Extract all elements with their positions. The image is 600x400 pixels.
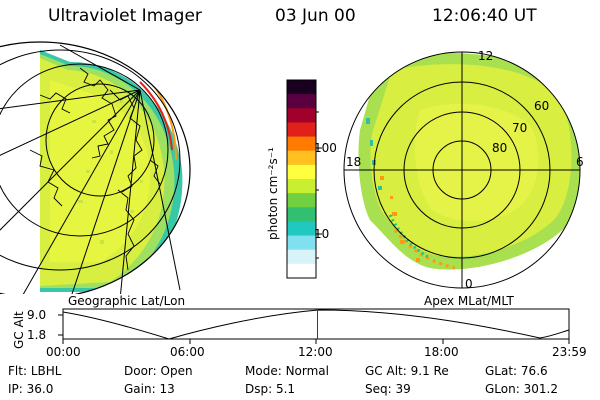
time-label: 12:06:40 UT <box>432 6 537 26</box>
colorbar-segment <box>287 207 316 222</box>
colorbar-unit-label: photon cm⁻²s⁻¹ <box>266 147 280 240</box>
colorbar-segment <box>287 94 316 109</box>
lat-label-70: 70 <box>512 121 527 135</box>
colorbar-segment <box>287 108 316 123</box>
colorbar-segment <box>287 249 316 265</box>
info-dsp: Dsp: 5.1 <box>245 382 296 396</box>
app-title: Ultraviolet Imager <box>48 6 202 26</box>
colorbar-segment <box>287 235 316 251</box>
lat-label-80: 80 <box>492 141 507 155</box>
colorbar-segment <box>287 263 316 279</box>
right-panel-caption: Apex MLat/MLT <box>424 294 514 308</box>
info-mode: Mode: Normal <box>245 364 329 378</box>
info-flt: Flt: LBHL <box>8 364 62 378</box>
info-ip: IP: 36.0 <box>8 382 54 396</box>
timeline-xtick: 00:00 <box>46 345 81 359</box>
colorbar-segment <box>287 136 316 152</box>
altitude-timeline <box>58 308 570 344</box>
colorbar-segment <box>287 193 316 208</box>
info-door: Door: Open <box>124 364 193 378</box>
left-panel-caption: Geographic Lat/Lon <box>68 294 186 308</box>
date-label: 03 Jun 00 <box>275 6 356 26</box>
colorbar <box>286 79 317 279</box>
colorbar-segment <box>287 221 316 237</box>
timeline-xtick: 12:00 <box>298 345 333 359</box>
colorbar-segment <box>287 122 316 138</box>
colorbar-segment <box>287 80 316 95</box>
colorbar-segment <box>287 179 316 194</box>
colorbar-frame <box>286 79 317 279</box>
info-gain: Gain: 13 <box>124 382 175 396</box>
colorbar-tick-100: 100 <box>314 141 337 155</box>
colorbar-segment <box>287 150 316 166</box>
timeline-xtick: 06:00 <box>170 345 205 359</box>
polar-image <box>343 51 581 289</box>
mlt-label-0: 0 <box>465 277 473 291</box>
colorbar-tick-10: 10 <box>314 227 330 241</box>
mlt-label-6: 6 <box>576 155 584 169</box>
timeline-xtick: 18:00 <box>424 345 459 359</box>
info-glon: GLon: 301.2 <box>485 382 558 396</box>
timeline-ytick-low: 1.8 <box>27 328 47 342</box>
info-glat: GLat: 76.6 <box>485 364 548 378</box>
coastline <box>29 67 161 271</box>
mlt-label-18: 18 <box>346 155 361 169</box>
geographic-image <box>0 41 191 294</box>
info-gc-alt: GC Alt: 9.1 Re <box>365 364 449 378</box>
lat-label-60: 60 <box>534 99 549 113</box>
timeline-xtick: 23:59 <box>552 345 587 359</box>
timeline-ytick-high: 9.0 <box>27 308 47 322</box>
mlt-label-12: 12 <box>478 49 493 63</box>
timeline-ylabel: GC Alt <box>12 311 26 349</box>
info-seq: Seq: 39 <box>365 382 411 396</box>
colorbar-segment <box>287 164 316 180</box>
